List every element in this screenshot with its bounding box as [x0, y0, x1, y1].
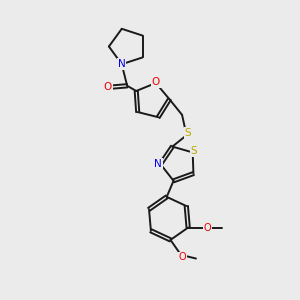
Text: N: N	[154, 159, 162, 169]
Text: O: O	[204, 223, 211, 232]
Text: O: O	[152, 77, 160, 87]
Text: S: S	[185, 128, 191, 138]
Text: O: O	[103, 82, 112, 92]
Text: S: S	[191, 146, 197, 156]
Text: N: N	[118, 59, 126, 69]
Text: O: O	[178, 252, 186, 262]
